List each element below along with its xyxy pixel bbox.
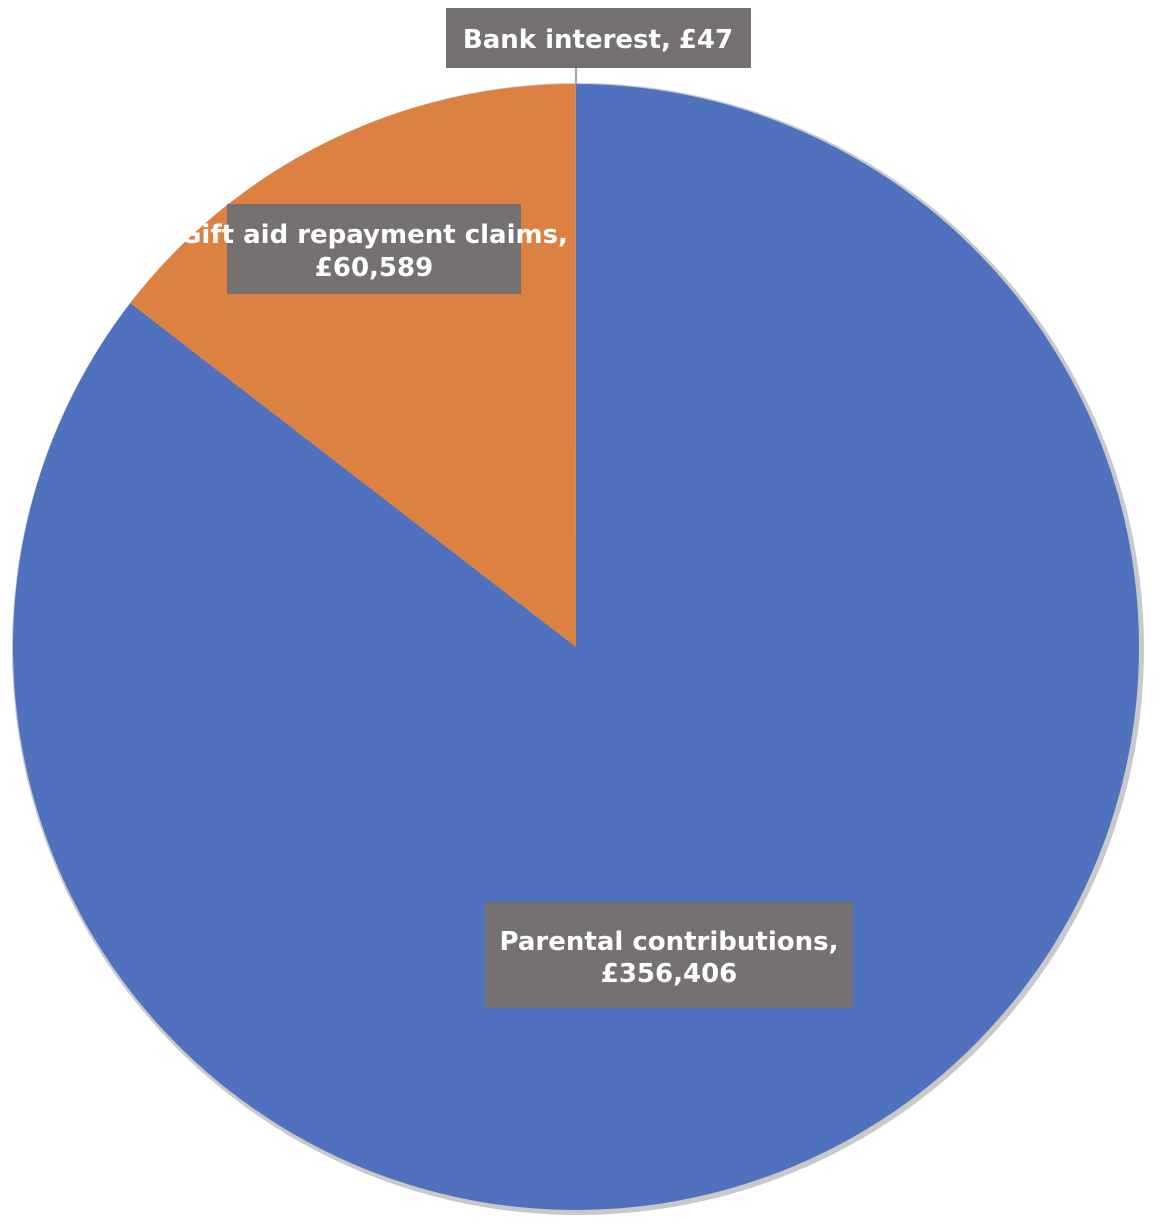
- data-label-bank-interest: Bank interest, £47: [446, 8, 751, 68]
- data-label-parental: Parental contributions, £356,406: [485, 902, 853, 1008]
- data-label-gift-aid: Gift aid repayment claims, £60,589: [180, 204, 568, 294]
- data-label-gift-aid-box: [227, 204, 521, 294]
- pie-slices: [12, 84, 1139, 1210]
- data-label-gift-aid-value: £60,589: [315, 253, 433, 283]
- data-label-bank-interest-value: £47: [679, 25, 733, 55]
- data-label-bank-interest-box: [446, 8, 751, 68]
- svg-text:Bank interest,£47: Bank interest, £47: [463, 25, 733, 55]
- data-label-gift-aid-name: Gift aid repayment claims,: [180, 220, 568, 250]
- data-label-bank-interest-name: Bank interest,: [463, 25, 671, 55]
- data-label-parental-box: [485, 902, 853, 1008]
- svg-text:£60,589: £60,589: [315, 253, 433, 283]
- data-label-parental-name: Parental contributions,: [500, 927, 839, 957]
- svg-text:Parental contributions,: Parental contributions,: [500, 927, 839, 957]
- svg-text:Gift aid repayment claims,: Gift aid repayment claims,: [180, 220, 568, 250]
- data-label-parental-value: £356,406: [601, 959, 738, 989]
- svg-text:£356,406: £356,406: [601, 959, 738, 989]
